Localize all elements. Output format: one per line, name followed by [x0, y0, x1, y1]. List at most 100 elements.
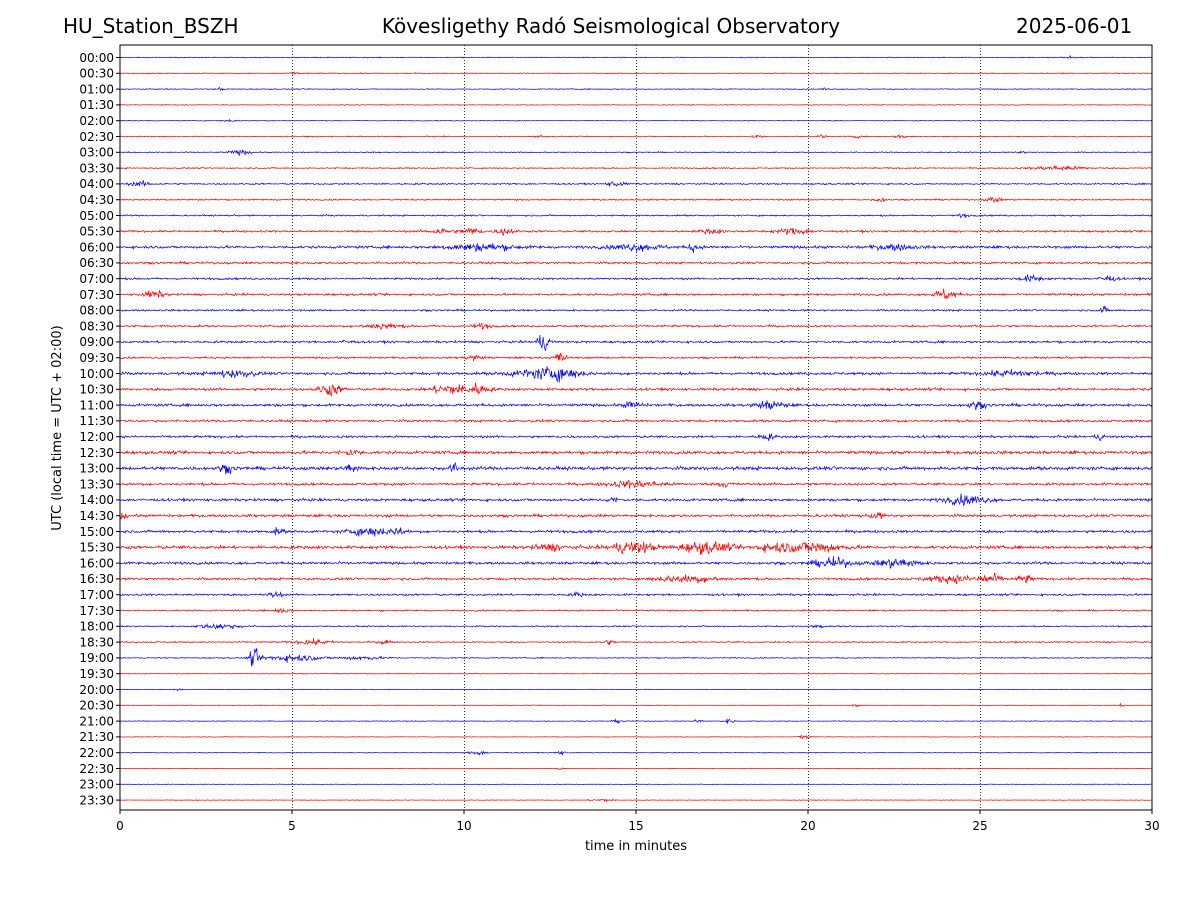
y-tick-label: 10:30 — [79, 383, 114, 397]
trace-row-1900 — [119, 648, 1153, 667]
y-tick-label: 01:30 — [79, 98, 114, 112]
trace-row-1500 — [119, 527, 1153, 537]
y-tick-label: 10:00 — [79, 367, 114, 381]
trace-row-2300 — [119, 783, 1153, 786]
x-axis-label: time in minutes — [585, 839, 687, 854]
x-tick-label: 10 — [456, 819, 471, 833]
trace-row-0700 — [119, 273, 1153, 283]
trace-row-2330 — [119, 798, 1153, 803]
trace-row-0400 — [119, 180, 1153, 188]
y-tick-label: 07:00 — [79, 272, 114, 286]
seismic-traces — [119, 54, 1153, 803]
trace-row-1700 — [119, 590, 1153, 599]
observatory-title: Kövesligethy Radó Seismological Observat… — [381, 14, 841, 38]
trace-row-0600 — [119, 242, 1153, 253]
y-tick-label: 12:30 — [79, 446, 114, 460]
y-tick-label: 06:00 — [79, 240, 114, 254]
trace-row-1030 — [119, 382, 1153, 397]
y-tick-label: 02:30 — [79, 130, 114, 144]
trace-row-0530 — [119, 227, 1153, 236]
y-tick-label: 20:00 — [79, 683, 114, 697]
y-axis-label: UTC (local time = UTC + 02:00) — [50, 325, 65, 530]
y-tick-label: 11:00 — [79, 398, 114, 412]
y-tick-label: 00:30 — [79, 67, 114, 81]
y-tick-label: 12:00 — [79, 430, 114, 444]
trace-row-1830 — [119, 638, 1153, 646]
trace-row-0630 — [119, 260, 1153, 266]
y-tick-label: 05:00 — [79, 209, 114, 223]
trace-row-0100 — [119, 86, 1153, 92]
trace-row-0900 — [119, 334, 1153, 352]
y-tick-label: 01:00 — [79, 82, 114, 96]
y-tick-label: 14:30 — [79, 509, 114, 523]
trace-row-0300 — [119, 149, 1153, 156]
trace-row-1630 — [119, 572, 1153, 585]
y-tick-label: 21:00 — [79, 714, 114, 728]
trace-row-1800 — [119, 622, 1153, 630]
y-tick-label: 02:00 — [79, 114, 114, 128]
trace-row-1130 — [119, 418, 1153, 424]
y-tick-label: 03:30 — [79, 161, 114, 175]
y-tick-label: 16:30 — [79, 572, 114, 586]
trace-row-2100 — [119, 718, 1153, 724]
y-tick-label: 09:00 — [79, 335, 114, 349]
y-tick-label: 09:30 — [79, 351, 114, 365]
trace-row-2200 — [119, 750, 1153, 756]
y-tick-label: 07:30 — [79, 288, 114, 302]
trace-row-0730 — [119, 288, 1153, 300]
trace-row-2000 — [119, 688, 1153, 692]
trace-row-1600 — [119, 555, 1153, 569]
station-title: HU_Station_BSZH — [63, 14, 239, 38]
y-tick-label: 20:30 — [79, 699, 114, 713]
x-tick-label: 5 — [288, 819, 296, 833]
trace-row-0800 — [119, 305, 1153, 313]
trace-row-1300 — [119, 462, 1153, 475]
y-tick-label: 04:00 — [79, 177, 114, 191]
y-tick-label: 15:00 — [79, 525, 114, 539]
y-tick-label: 13:00 — [79, 462, 114, 476]
y-tick-label: 23:00 — [79, 778, 114, 792]
trace-row-2130 — [119, 734, 1153, 740]
y-tick-label: 00:00 — [79, 51, 114, 65]
trace-row-0200 — [119, 118, 1153, 123]
trace-row-0500 — [119, 213, 1153, 219]
y-tick-label: 08:00 — [79, 304, 114, 318]
trace-row-0830 — [119, 322, 1153, 331]
date-title: 2025-06-01 — [1016, 14, 1133, 38]
trace-row-1330 — [119, 479, 1153, 489]
trace-row-1200 — [119, 433, 1153, 442]
y-tick-label: 14:00 — [79, 493, 114, 507]
x-tick-label: 25 — [972, 819, 987, 833]
y-tick-label: 21:30 — [79, 730, 114, 744]
trace-row-0030 — [119, 71, 1153, 76]
grid-lines — [292, 45, 981, 810]
y-tick-label: 11:30 — [79, 414, 114, 428]
trace-row-0930 — [119, 352, 1153, 362]
y-tick-label: 04:30 — [79, 193, 114, 207]
trace-row-1400 — [119, 493, 1153, 506]
y-tick-label: 13:30 — [79, 477, 114, 491]
x-tick-label: 20 — [800, 819, 815, 833]
trace-row-0000 — [119, 54, 1153, 60]
trace-row-1430 — [119, 511, 1153, 520]
x-axis-ticks: 0 5 10 15 20 25 30 — [116, 810, 1160, 833]
trace-row-1230 — [119, 449, 1153, 456]
y-tick-label: 18:30 — [79, 635, 114, 649]
trace-row-0330 — [119, 164, 1153, 172]
trace-row-2030 — [119, 702, 1153, 708]
trace-row-0130 — [119, 103, 1153, 106]
x-tick-label: 0 — [116, 819, 124, 833]
y-tick-label: 17:00 — [79, 588, 114, 602]
trace-row-0430 — [119, 196, 1153, 203]
y-tick-label: 15:30 — [79, 541, 114, 555]
y-tick-label: 18:00 — [79, 620, 114, 634]
trace-row-2230 — [119, 767, 1153, 770]
trace-row-1530 — [119, 541, 1153, 556]
trace-row-1730 — [119, 607, 1153, 614]
y-tick-label: 06:30 — [79, 256, 114, 270]
y-tick-label: 22:00 — [79, 746, 114, 760]
y-tick-label: 22:30 — [79, 762, 114, 776]
y-tick-label: 16:00 — [79, 556, 114, 570]
trace-row-1930 — [119, 672, 1153, 675]
